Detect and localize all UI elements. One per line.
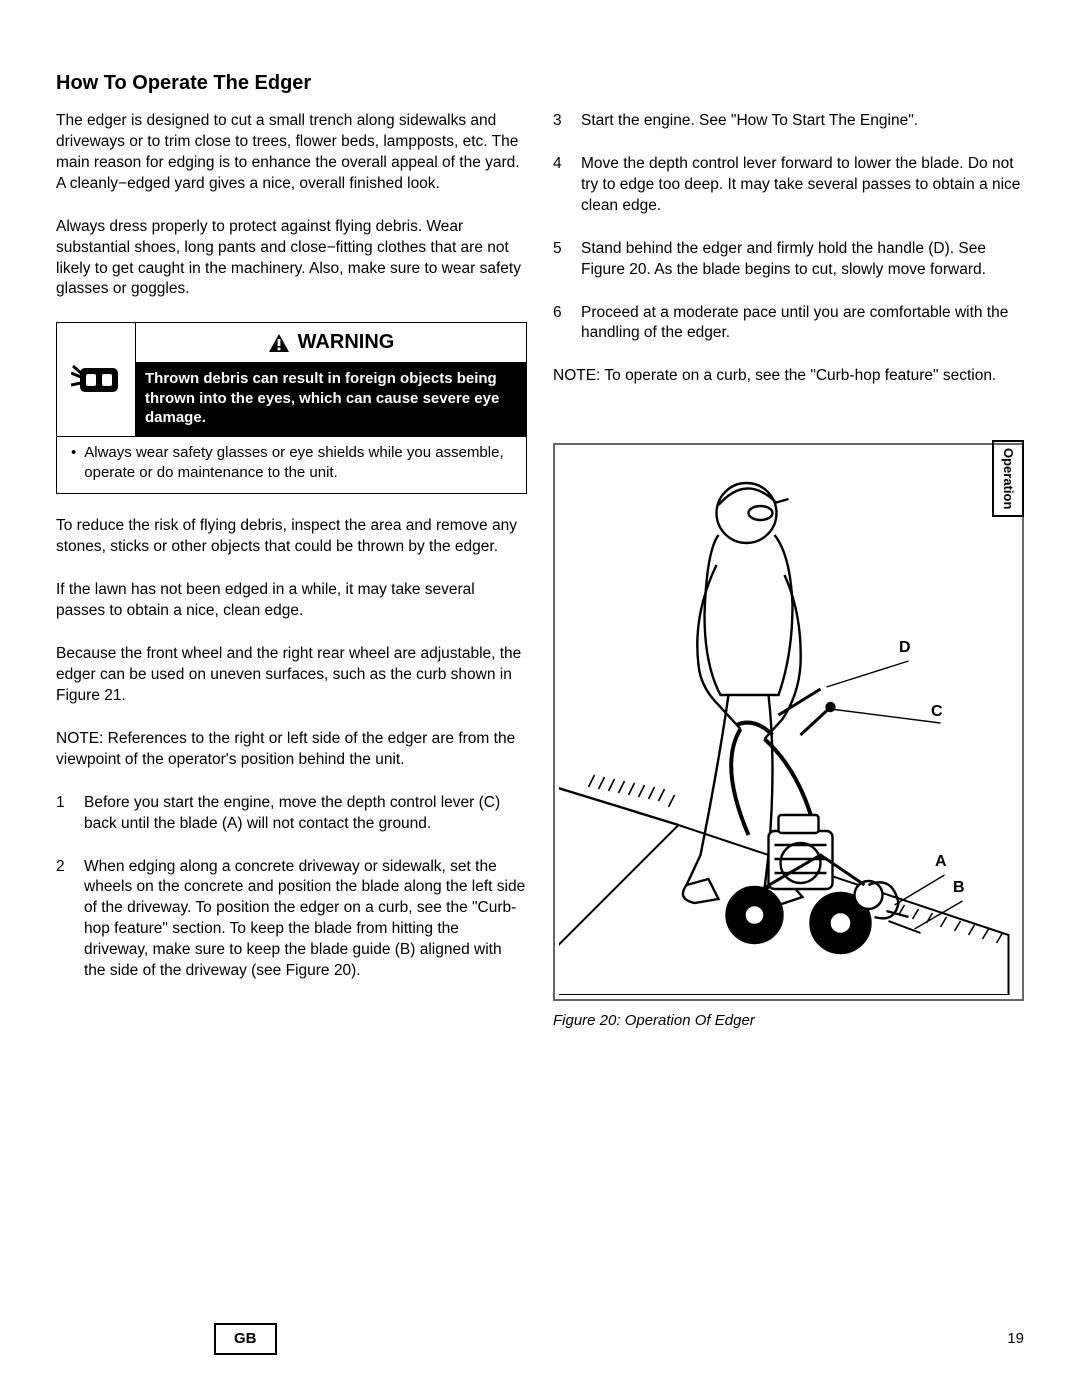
warning-title-text: WARNING [298, 329, 395, 356]
not-edged-paragraph: If the lawn has not been edged in a whil… [56, 580, 527, 622]
step-item: 3 Start the engine. See "How To Start The… [553, 111, 1024, 132]
figure-20: D C A B [553, 443, 1024, 1001]
step-text: Move the depth control lever forward to … [581, 154, 1024, 217]
step-item: 4Move the depth control lever forward to… [553, 154, 1024, 217]
step-number: 5 [553, 239, 567, 281]
step-item: 5 Stand behind the edger and firmly hold … [553, 239, 1024, 281]
step-item: 2When edging along a concrete driveway o… [56, 857, 527, 983]
warning-bullet: • Always wear safety glasses or eye shie… [57, 437, 526, 494]
right-column: 3 Start the engine. See "How To Start The… [553, 111, 1024, 1032]
step-text: Start the engine. See "How To Start The … [581, 111, 918, 132]
step-item: 1 Before you start the engine, move the d… [56, 793, 527, 835]
section-heading: How To Operate The Edger [56, 70, 1024, 97]
dress-paragraph: Always dress properly to protect against… [56, 217, 527, 301]
step-item: 6 Proceed at a moderate pace until you ar… [553, 303, 1024, 345]
warning-bullet-text: Always wear safety glasses or eye shield… [84, 443, 514, 484]
step-number: 6 [553, 303, 567, 345]
fig-label-a: A [935, 851, 947, 873]
bullet-dot-icon: • [71, 443, 76, 484]
adjustable-paragraph: Because the front wheel and the right re… [56, 644, 527, 707]
left-column: The edger is designed to cut a small tre… [56, 111, 527, 1032]
note-curb-paragraph: NOTE: To operate on a curb, see the "Cur… [553, 366, 1024, 387]
warning-triangle-icon [268, 333, 290, 353]
fig-label-c: C [931, 701, 943, 723]
step-text: Before you start the engine, move the de… [84, 793, 527, 835]
warning-title-bar: WARNING [135, 323, 526, 363]
edger-illustration [559, 455, 1018, 995]
page-number: 19 [1007, 1329, 1024, 1349]
step-text: When edging along a concrete driveway or… [84, 857, 527, 983]
lang-box: GB [214, 1323, 277, 1355]
step-number: 3 [553, 111, 567, 132]
note-side-paragraph: NOTE: References to the right or left si… [56, 729, 527, 771]
fig-label-b: B [953, 877, 965, 899]
step-text: Stand behind the edger and firmly hold t… [581, 239, 1024, 281]
figure-caption: Figure 20: Operation Of Edger [553, 1011, 1024, 1031]
warning-box: WARNING Thrown debris can result in fore… [56, 322, 527, 494]
intro-paragraph: The edger is designed to cut a small tre… [56, 111, 527, 195]
steps-right: 3 Start the engine. See "How To Start The… [553, 111, 1024, 344]
step-number: 4 [553, 154, 567, 217]
fig-label-d: D [899, 637, 911, 659]
step-number: 2 [56, 857, 70, 983]
step-number: 1 [56, 793, 70, 835]
goggles-icon [57, 323, 135, 436]
warning-black-text: Thrown debris can result in foreign obje… [135, 363, 526, 436]
section-tab: Operation [992, 440, 1024, 517]
steps-left: 1 Before you start the engine, move the d… [56, 793, 527, 982]
page-footer: GB 19 [56, 1323, 1024, 1355]
reduce-risk-paragraph: To reduce the risk of flying debris, ins… [56, 516, 527, 558]
step-text: Proceed at a moderate pace until you are… [581, 303, 1024, 345]
